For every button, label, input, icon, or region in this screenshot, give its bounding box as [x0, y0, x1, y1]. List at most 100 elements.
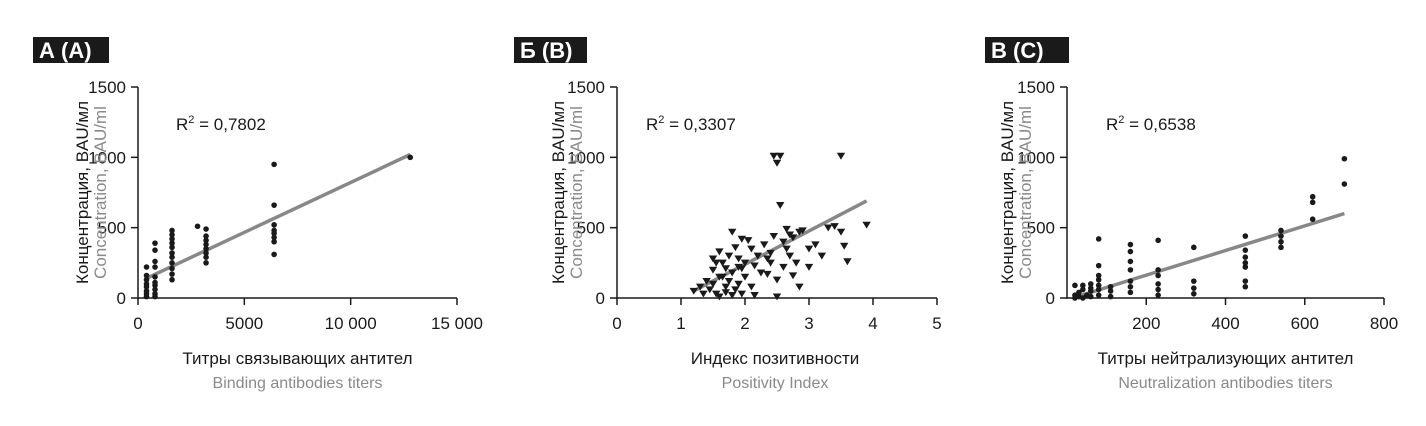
x-tick-label: 5000	[225, 314, 263, 333]
data-point	[728, 292, 737, 299]
data-point	[169, 244, 175, 251]
y-tick-label: 0	[596, 289, 605, 308]
panel-tag-bg	[33, 37, 109, 63]
data-point	[1127, 241, 1134, 248]
data-point	[1080, 295, 1086, 301]
data-point	[766, 249, 775, 257]
data-point	[798, 227, 807, 235]
panel-b: Б (В) 0 500 1000 1500 0 1 2 3 4 5 Концентрация, BAU…	[514, 37, 942, 392]
y-tick-label: 0	[1046, 289, 1055, 308]
data-point	[811, 241, 820, 249]
data-point	[724, 277, 734, 285]
panel-tag: Б (В)	[514, 37, 587, 63]
x-axis-label-ru: Титры нейтрализующих антител	[1098, 349, 1354, 368]
x-tick-label: 5	[932, 314, 941, 333]
data-point	[1278, 227, 1284, 234]
data-point	[1155, 267, 1161, 273]
data-point	[1095, 282, 1102, 289]
y-axis-label-en: Concentration, BAU/ml	[1016, 106, 1035, 279]
data-point	[830, 223, 839, 231]
data-point	[271, 161, 277, 168]
data-point	[788, 272, 798, 280]
data-point	[203, 260, 209, 266]
data-point	[169, 265, 175, 272]
data-point	[824, 224, 833, 232]
y-tick-label: 1000	[567, 148, 605, 167]
data-point	[143, 264, 150, 270]
r-squared-annotation: R2 = 0,3307	[646, 114, 736, 134]
data-point	[1107, 293, 1114, 300]
data-point	[696, 283, 705, 291]
data-point	[756, 269, 766, 277]
data-point	[804, 263, 814, 271]
y-tick-label: 1000	[1017, 148, 1055, 167]
data-point	[785, 252, 794, 260]
x-axis-label-en: Positivity Index	[722, 375, 829, 392]
data-point	[769, 232, 778, 240]
y-tick-label: 500	[98, 219, 126, 238]
data-point	[721, 289, 730, 297]
data-point	[1341, 181, 1348, 187]
data-point	[744, 237, 753, 245]
y-axis-label-ru: Концентрация, BAU/мл	[549, 101, 568, 284]
data-point	[169, 227, 175, 234]
y-tick-label: 1500	[567, 78, 605, 97]
data-point	[699, 290, 708, 298]
y-axis-label-en: Concentration, BAU/ml	[567, 106, 586, 279]
data-point	[271, 222, 277, 228]
data-point	[152, 258, 158, 265]
data-point	[747, 245, 756, 253]
trend-line	[145, 152, 411, 280]
data-point	[750, 292, 759, 299]
data-point	[1278, 244, 1284, 251]
x-tick-label: 600	[1291, 314, 1319, 333]
x-tick-label: 2	[740, 314, 749, 333]
data-point	[152, 274, 158, 280]
panel-tag-bg	[514, 37, 587, 63]
data-point	[1095, 276, 1102, 283]
data-point	[169, 260, 175, 266]
data-point	[203, 245, 209, 252]
data-point	[1087, 281, 1094, 287]
data-point	[782, 225, 791, 233]
data-point	[194, 223, 201, 230]
x-tick-label: 200	[1132, 314, 1160, 333]
data-point	[1309, 193, 1316, 200]
y-tick-label: 500	[1027, 219, 1055, 238]
data-point	[737, 235, 746, 243]
data-point	[143, 272, 150, 279]
x-tick-label: 10 000	[325, 314, 377, 333]
data-point	[1278, 233, 1284, 239]
data-point	[708, 255, 718, 263]
data-point	[1127, 248, 1134, 255]
data-point	[169, 250, 175, 256]
r-squared-annotation: R2 = 0,7802	[176, 114, 266, 134]
data-point	[1191, 285, 1197, 291]
data-point	[1242, 278, 1249, 284]
data-point	[747, 283, 756, 291]
data-point	[152, 279, 158, 286]
panel-tag-bg	[985, 37, 1069, 63]
data-point	[169, 254, 175, 261]
x-tick-label: 1	[676, 314, 685, 333]
data-point	[1107, 288, 1114, 294]
data-point	[712, 259, 721, 267]
data-point	[772, 293, 782, 301]
data-point	[1155, 292, 1161, 298]
panel-c: В (С) 0 500 1000 1500 200 400 600 800 Концентраци…	[985, 37, 1398, 392]
data-point	[271, 227, 277, 234]
data-point	[1242, 233, 1249, 239]
data-point	[152, 264, 158, 270]
data-point	[271, 202, 277, 208]
x-tick-label: 400	[1211, 314, 1239, 333]
panel-tag-label: А (А)	[39, 38, 92, 63]
data-point	[203, 226, 209, 232]
data-point	[740, 259, 750, 267]
data-point	[728, 228, 737, 236]
data-point	[862, 221, 871, 229]
data-point	[1127, 289, 1134, 296]
data-point	[721, 283, 730, 291]
data-point	[1127, 258, 1134, 265]
data-point	[1095, 262, 1102, 269]
